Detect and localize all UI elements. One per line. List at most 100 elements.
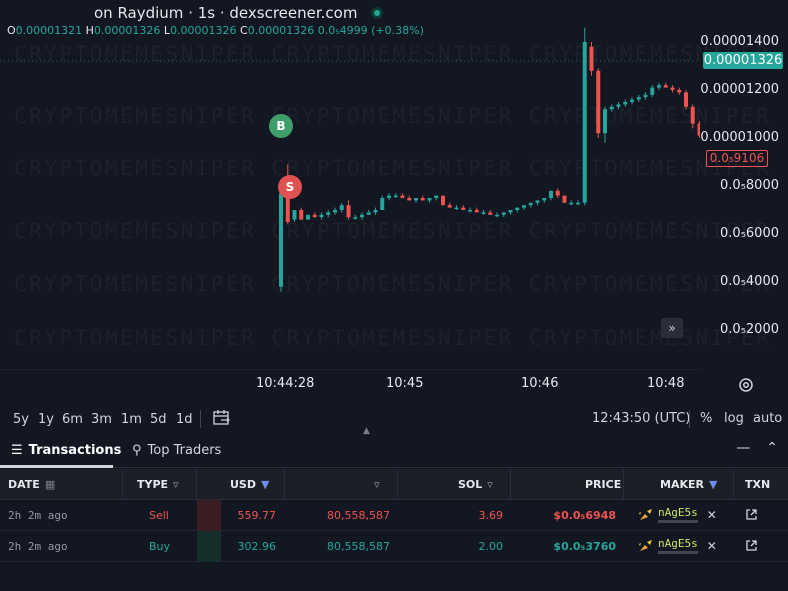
maker-address: nAgE5s	[658, 537, 698, 554]
rocket-icon	[639, 508, 652, 520]
watermark-text: CRYPTOMEMESNIPER CRYPTOMEMESNIPER CRYPTO…	[14, 326, 772, 350]
candle-body	[650, 87, 655, 95]
column-divider	[397, 469, 398, 500]
minimize-icon[interactable]: —	[736, 440, 751, 456]
watermark-text: CRYPTOMEMESNIPER CRYPTOMEMESNIPER CRYPTO…	[14, 272, 772, 296]
active-tab-indicator	[0, 465, 113, 468]
watermark-text: CRYPTOMEMESNIPER CRYPTOMEMESNIPER CRYPTO…	[14, 42, 772, 66]
auto-scale-toggle[interactable]: auto	[753, 411, 783, 426]
candle-body	[501, 212, 506, 215]
candle-body	[596, 70, 601, 134]
candle-body	[549, 190, 553, 198]
live-status-icon	[371, 7, 384, 19]
timeframe-6m[interactable]: 6m	[62, 412, 83, 427]
calendar-range-icon[interactable]	[212, 409, 231, 427]
usd-volume-bar	[197, 531, 221, 562]
candle-body	[495, 214, 499, 217]
column-header-usd[interactable]: USD ▼	[230, 478, 269, 491]
percent-scale-toggle[interactable]: %	[700, 411, 713, 426]
rocket-icon	[639, 539, 652, 551]
price-axis-label: 0.00001200	[700, 82, 779, 97]
trophy-icon: ⚲	[132, 443, 142, 458]
clock[interactable]: 12:43:50 (UTC)	[592, 411, 691, 426]
remove-filter-icon[interactable]: ✕	[706, 538, 717, 553]
candle-body	[697, 123, 700, 136]
log-scale-toggle[interactable]: log	[724, 411, 744, 426]
table-row[interactable]: 2h 2m ago Buy 302.96 80,558,587 2.00 $0.…	[0, 531, 788, 562]
filter-icon: ▿	[173, 478, 179, 491]
row-maker[interactable]: nAgE5s ✕	[637, 537, 717, 554]
column-header-date[interactable]: DATE ▦	[8, 478, 55, 491]
row-maker[interactable]: nAgE5s ✕	[637, 506, 717, 523]
buy-marker[interactable]: B	[269, 114, 293, 138]
candle-body	[616, 104, 621, 107]
candle-body	[447, 205, 452, 208]
filter-icon: ▿	[487, 478, 493, 491]
candle-body	[623, 102, 628, 105]
candle-body	[589, 46, 594, 71]
candle-body	[312, 214, 317, 218]
candle-body	[373, 210, 378, 213]
candle-body	[630, 99, 634, 102]
filter-icon: ▿	[374, 478, 380, 491]
candle-body	[393, 195, 398, 198]
timeframe-1m[interactable]: 1m	[121, 412, 142, 427]
sell-marker[interactable]: S	[278, 175, 302, 199]
candle-body	[454, 207, 459, 210]
column-divider	[510, 469, 511, 500]
ohlc-change: 0.0₅4999 (+0.38%)	[317, 24, 424, 37]
candle-body	[279, 193, 283, 287]
time-axis-label: 10:44:28	[256, 376, 315, 391]
column-header-sol[interactable]: SOL ▿	[458, 478, 493, 491]
scroll-to-realtime-button[interactable]: »	[661, 318, 683, 338]
ohlc-legend: O0.00001321 H0.00001326 L0.00001326 C0.0…	[7, 24, 424, 37]
gear-icon[interactable]	[738, 377, 754, 393]
row-usd: 559.77	[237, 509, 277, 522]
candle-body	[434, 195, 439, 198]
tab-transactions[interactable]: ☰ Transactions	[11, 443, 121, 458]
timeframe-5d[interactable]: 5d	[150, 412, 167, 427]
candle-body	[582, 42, 587, 203]
column-divider	[196, 469, 197, 500]
row-sol: 2.00	[478, 540, 504, 553]
usd-volume-bar	[197, 500, 221, 531]
row-date: 2h 2m ago	[8, 540, 68, 553]
column-header-price: PRICE	[585, 478, 621, 491]
candle-body	[461, 207, 466, 210]
external-link-icon[interactable]	[745, 508, 758, 521]
candle-body	[643, 94, 648, 98]
column-label: TXN	[745, 478, 771, 491]
candle-body	[299, 210, 304, 220]
column-header-tokens[interactable]: ▿	[369, 478, 380, 491]
column-divider	[733, 469, 734, 500]
candle-body	[555, 190, 560, 196]
timeframe-3m[interactable]: 3m	[91, 412, 112, 427]
candle-body	[508, 210, 513, 213]
filter-icon: ▼	[261, 478, 270, 491]
double-chevron-right-icon: »	[668, 321, 676, 335]
row-sol: 3.69	[478, 509, 504, 522]
column-label: MAKER	[660, 478, 704, 491]
timeframe-1y[interactable]: 1y	[38, 412, 54, 427]
timeframe-5y[interactable]: 5y	[13, 412, 29, 427]
candle-body	[380, 198, 385, 210]
chevrons-up-icon[interactable]: ⌃	[766, 440, 778, 456]
column-header-maker[interactable]: MAKER ▼	[660, 478, 717, 491]
timeframe-1d[interactable]: 1d	[176, 412, 193, 427]
tab-top-traders[interactable]: ⚲ Top Traders	[132, 443, 221, 458]
remove-filter-icon[interactable]: ✕	[706, 507, 717, 522]
external-link-icon[interactable]	[745, 539, 758, 552]
column-label: DATE	[8, 478, 40, 491]
candle-body	[481, 212, 486, 214]
chevron-up-icon[interactable]: ▲	[363, 426, 370, 436]
candle-body	[468, 210, 472, 212]
candle-body	[657, 85, 661, 88]
filter-icon: ▼	[708, 478, 718, 491]
table-row[interactable]: 2h 2m ago Sell 559.77 80,558,587 3.69 $0…	[0, 500, 788, 531]
price-axis-label: 0.00001400	[700, 34, 779, 49]
price-axis-label: 0.00001000	[700, 130, 779, 145]
column-header-type[interactable]: TYPE ▿	[137, 478, 179, 491]
price-axis-label: 0.0₅8000	[720, 178, 779, 193]
price-chart[interactable]: CRYPTOMEMESNIPER CRYPTOMEMESNIPER CRYPTO…	[0, 0, 788, 400]
candle-body	[420, 198, 425, 201]
